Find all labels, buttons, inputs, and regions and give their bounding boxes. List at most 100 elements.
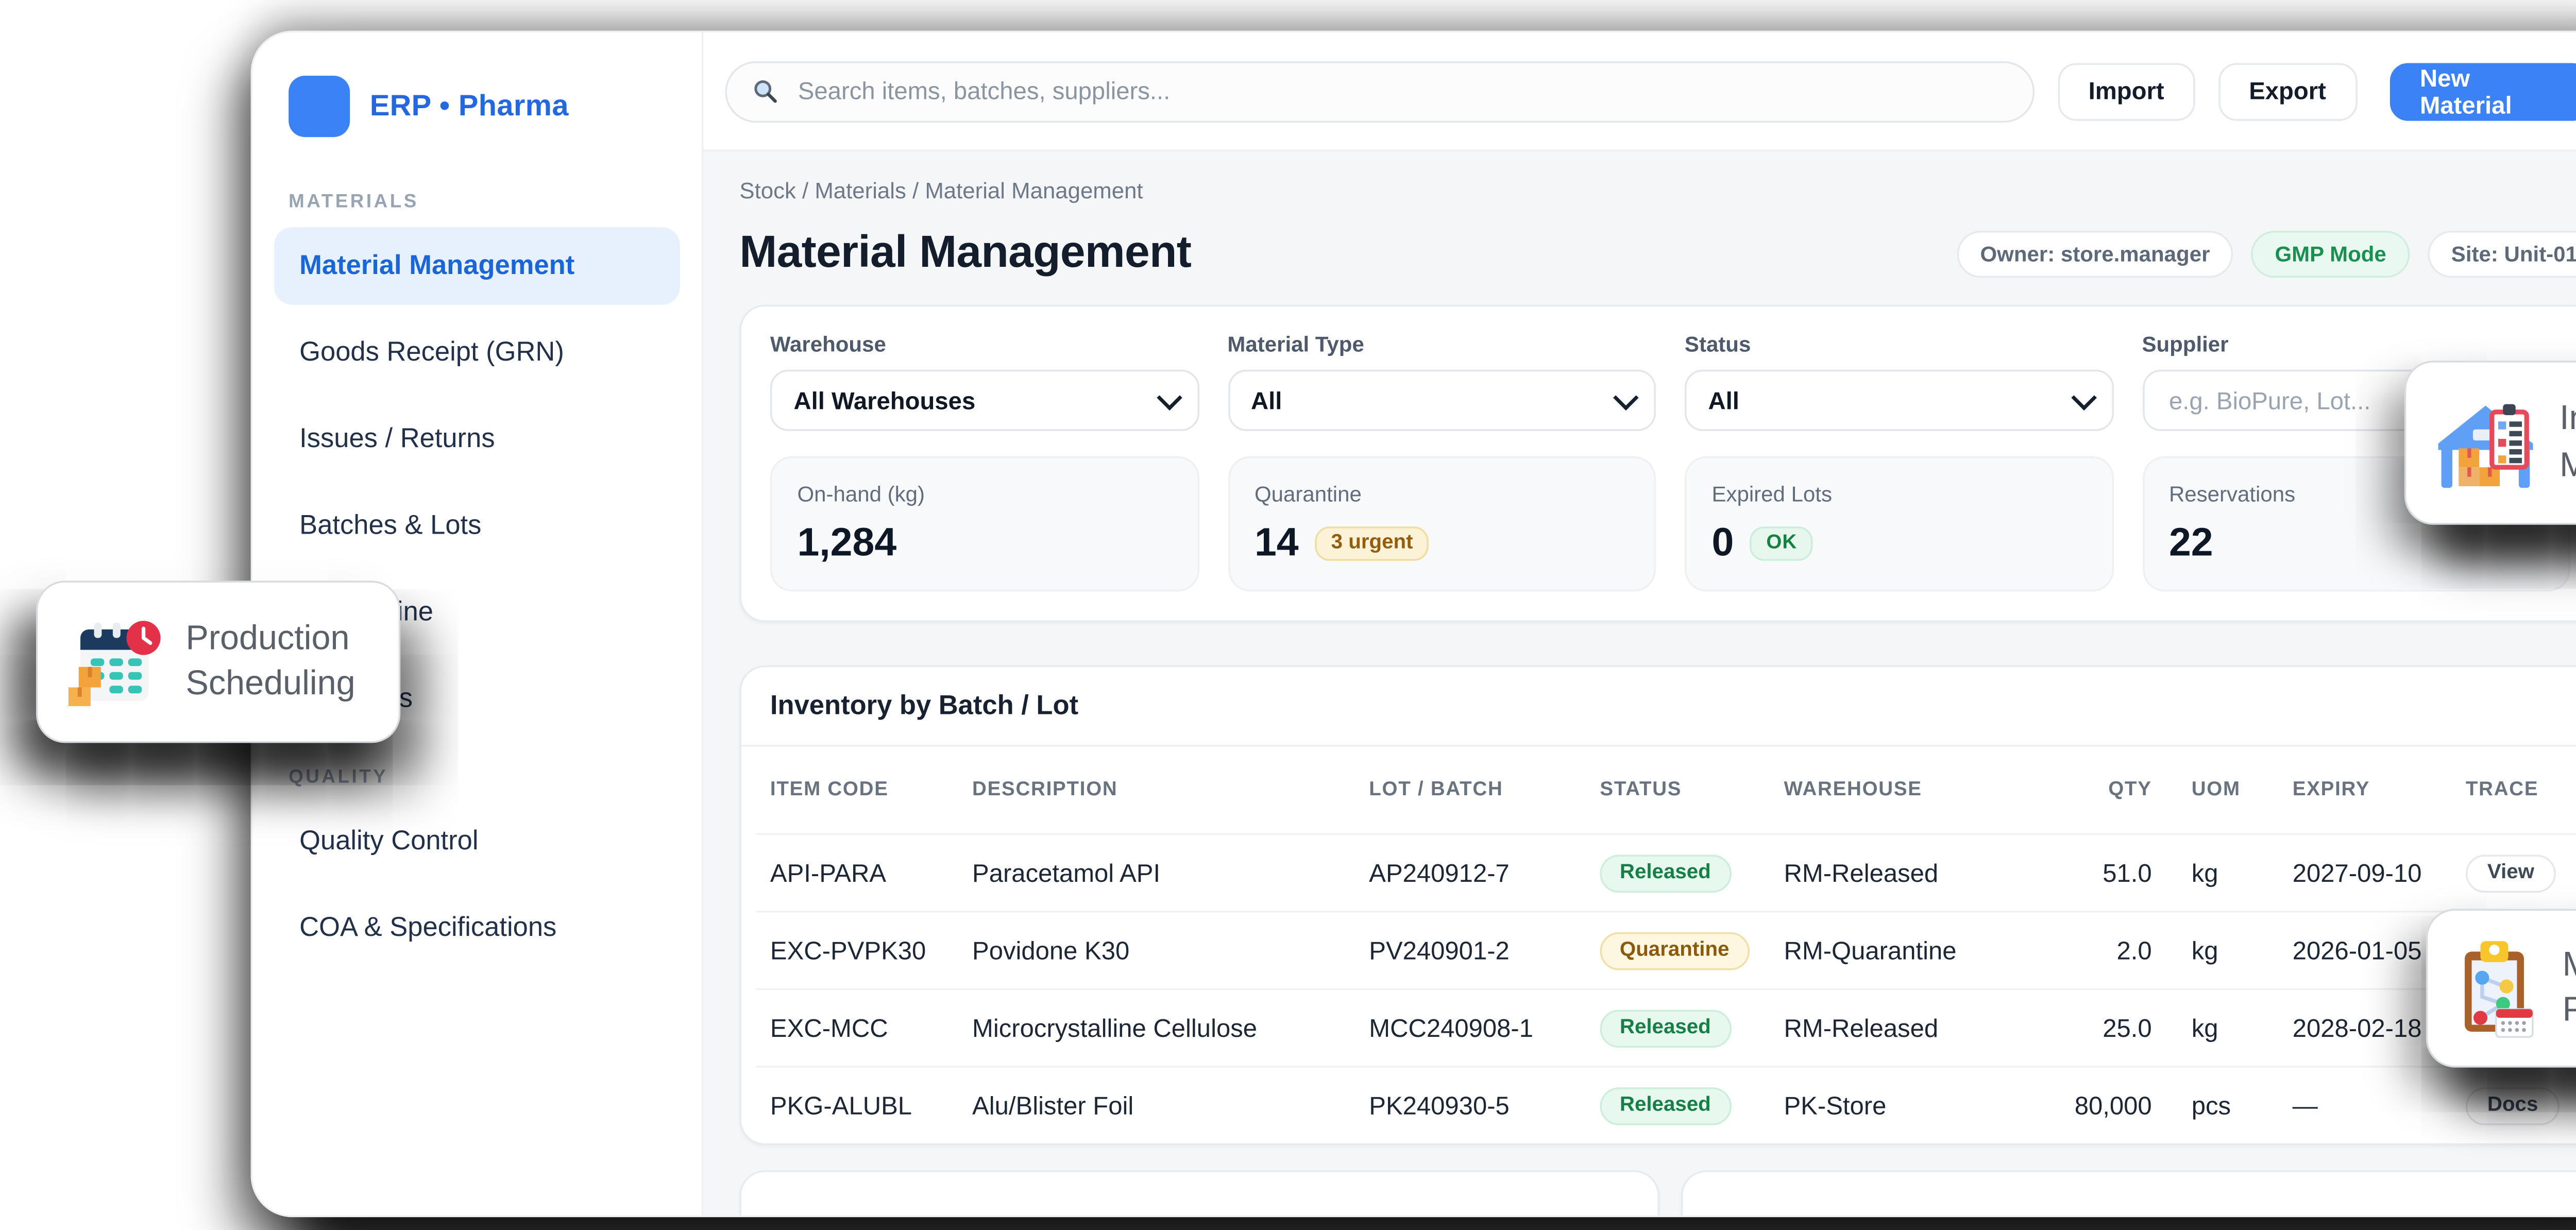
cell-qty: 2.0 <box>2116 936 2152 965</box>
stat-quarantine-label: Quarantine <box>1254 481 1362 507</box>
stat-expired-label: Expired Lots <box>1711 481 1832 507</box>
cell-qty: 25.0 <box>2103 1013 2152 1043</box>
filter-status-label: Status <box>1684 332 1751 357</box>
stat-onhand-value: 1,284 <box>797 519 897 565</box>
cell-expiry: 2026-01-05 <box>2292 936 2422 965</box>
inventory-table-title: Inventory by Batch / Lot <box>741 667 2576 747</box>
status-badge: Released <box>1600 1086 1731 1124</box>
col-qty: QTY <box>2108 779 2152 801</box>
filter-warehouse: Warehouse All Warehouses <box>770 332 1199 431</box>
stat-reservations-value: 22 <box>2168 519 2213 565</box>
material-type-select[interactable]: All <box>1227 369 1656 431</box>
search-input[interactable] <box>794 76 2008 107</box>
col-uom: UOM <box>2191 779 2241 801</box>
inventory-management-card[interactable]: Inventory Management <box>2404 361 2576 525</box>
production-scheduling-card[interactable]: Production Scheduling <box>36 580 401 743</box>
material-planning-card[interactable]: Material Planning <box>2426 909 2576 1068</box>
cell-lot: PV240901-2 <box>1369 936 1510 965</box>
cell-qty: 80,000 <box>2074 1091 2152 1120</box>
topbar: Import Export New Material <box>703 32 2576 152</box>
chevron-down-icon <box>2070 385 2096 411</box>
table-row: EXC-MCC Microcrystalline Cellulose MCC24… <box>755 988 2576 1066</box>
cell-warehouse: RM-Quarantine <box>1784 936 1957 965</box>
main-area: Import Export New Material Stock / Mater… <box>703 32 2576 1216</box>
cell-expiry: 2028-02-18 <box>2292 1013 2422 1043</box>
status-select-value: All <box>1708 386 1739 414</box>
stat-quarantine: Quarantine 14 3 urgent <box>1227 456 1656 592</box>
col-status: STATUS <box>1600 779 1682 801</box>
sidebar-item-batches-lots[interactable]: Batches & Lots <box>299 510 482 541</box>
filters-card: Warehouse All Warehouses Material Type A… <box>739 304 2576 622</box>
trace-docs-button[interactable]: Docs <box>2465 1086 2560 1124</box>
stat-onhand: On-hand (kg) 1,284 <box>770 456 1199 592</box>
brand-name: ERP • Pharma <box>369 89 569 122</box>
warehouse-select-value: All Warehouses <box>793 386 976 414</box>
sidebar-item-quality-control[interactable]: Quality Control <box>299 826 479 857</box>
cell-warehouse: RM-Released <box>1784 858 1939 887</box>
search-box[interactable] <box>725 60 2035 122</box>
status-badge: Quarantine <box>1600 931 1749 969</box>
import-button[interactable]: Import <box>2058 62 2195 120</box>
production-scheduling-title: Production Scheduling <box>185 620 355 704</box>
owner-badge: Owner: store.manager <box>1956 230 2233 277</box>
sidebar-item-issues-returns[interactable]: Issues / Returns <box>299 423 495 455</box>
cell-description: Microcrystalline Cellulose <box>972 1013 1257 1043</box>
app-window: ERP • Pharma MATERIALS Material Manageme… <box>252 32 2576 1216</box>
sidebar-section-materials: MATERIALS <box>289 191 419 213</box>
cell-qty: 51.0 <box>2103 858 2152 887</box>
cell-uom: kg <box>2191 936 2218 965</box>
cell-uom: kg <box>2191 858 2218 887</box>
export-button[interactable]: Export <box>2218 62 2357 120</box>
cell-item-code: EXC-PVPK30 <box>770 936 926 965</box>
status-badge: Released <box>1600 1009 1731 1047</box>
page-title: Material Management <box>739 227 1192 278</box>
cell-item-code: API-PARA <box>770 858 887 887</box>
cell-item-code: EXC-MCC <box>770 1013 888 1043</box>
cell-uom: pcs <box>2191 1091 2231 1120</box>
cell-item-code: PKG-ALUBL <box>770 1091 912 1120</box>
trace-view-button[interactable]: View <box>2465 853 2556 892</box>
cell-expiry: — <box>2292 1091 2318 1120</box>
col-expiry: EXPIRY <box>2292 779 2370 801</box>
sidebar-item-coa-specifications[interactable]: COA & Specifications <box>299 912 557 944</box>
cell-uom: kg <box>2191 1013 2218 1043</box>
filter-material-type: Material Type All <box>1227 332 1656 431</box>
page-content: Stock / Materials / Material Management … <box>703 151 2576 1216</box>
stat-quarantine-value: 14 3 urgent <box>1255 519 1629 566</box>
warehouse-select[interactable]: All Warehouses <box>770 369 1199 431</box>
title-badges: Owner: store.manager GMP Mode Site: Unit… <box>1956 230 2576 277</box>
title-bar: Material Management Owner: store.manager… <box>739 227 2576 280</box>
bottom-card-right <box>1681 1170 2576 1216</box>
ok-badge: OK <box>1750 525 1814 560</box>
col-description: DESCRIPTION <box>972 779 1118 801</box>
filter-warehouse-label: Warehouse <box>770 332 886 357</box>
cell-description: Alu/Blister Foil <box>972 1091 1134 1120</box>
bottom-cards <box>739 1170 2576 1216</box>
sidebar-item-material-management[interactable]: Material Management <box>274 227 680 305</box>
new-material-button[interactable]: New Material <box>2389 62 2576 120</box>
stat-expired-value: 0 OK <box>1711 519 2086 566</box>
urgent-badge: 3 urgent <box>1315 525 1430 560</box>
col-trace: TRACE <box>2465 779 2539 801</box>
cell-warehouse: RM-Released <box>1784 1013 1939 1043</box>
calendar-clock-icon <box>68 621 161 706</box>
status-select[interactable]: All <box>1684 369 2113 431</box>
material-planning-title: Material Planning <box>2563 943 2576 1034</box>
sidebar-item-goods-receipt[interactable]: Goods Receipt (GRN) <box>299 337 564 368</box>
breadcrumb[interactable]: Stock / Materials / Material Management <box>739 178 1143 204</box>
sidebar: ERP • Pharma MATERIALS Material Manageme… <box>252 32 704 1216</box>
site-badge: Site: Unit-01 <box>2428 230 2576 277</box>
status-badge: Released <box>1600 853 1731 892</box>
app-logo-icon <box>289 76 350 138</box>
gmp-mode-badge: GMP Mode <box>2251 230 2410 277</box>
stat-reservations-label: Reservations <box>2168 481 2296 507</box>
brand: ERP • Pharma <box>274 32 680 162</box>
table-row: PKG-ALUBL Alu/Blister Foil PK240930-5 Re… <box>755 1066 2576 1143</box>
table-row: EXC-PVPK30 Povidone K30 PV240901-2 Quara… <box>755 911 2576 988</box>
sidebar-section-quality: QUALITY <box>289 766 388 788</box>
inventory-table: ITEM CODE DESCRIPTION LOT / BATCH STATUS… <box>741 746 2576 1143</box>
cell-description: Paracetamol API <box>972 858 1161 887</box>
filter-status: Status All <box>1684 332 2113 431</box>
cell-warehouse: PK-Store <box>1784 1091 1887 1120</box>
